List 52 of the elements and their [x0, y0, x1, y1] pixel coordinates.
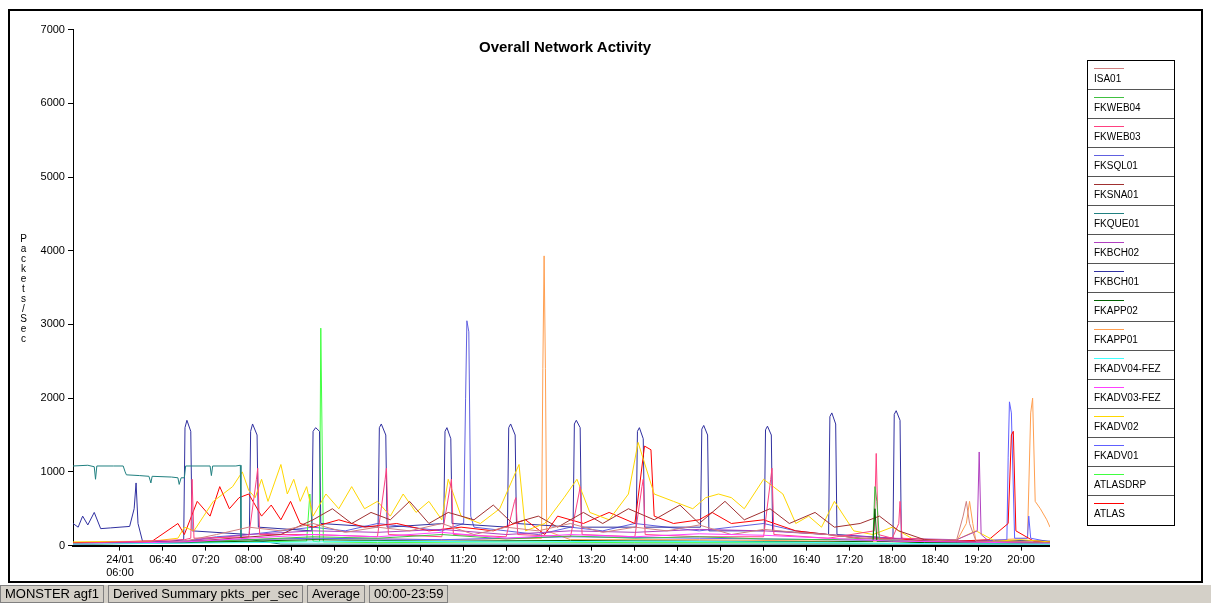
x-tick-label: 16:00 — [749, 553, 778, 566]
y-tick-label: 0 — [58, 538, 65, 551]
x-tick-label: 12:00 — [492, 553, 520, 566]
legend-label: FKBCH02 — [1094, 247, 1140, 259]
x-tick-label: 09:20 — [320, 553, 349, 566]
y-tick-label: 1000 — [40, 464, 65, 477]
y-tick-label: 5000 — [40, 170, 65, 183]
x-tick-label: 24/01 06:00 — [106, 553, 134, 579]
x-tick-label: 13:20 — [578, 553, 606, 566]
text: Overall Network Activity — [478, 38, 652, 55]
text: Average — [306, 585, 366, 603]
y-axis-title: Packets/Sec — [18, 233, 29, 343]
x-tick-label: 19:20 — [964, 553, 992, 566]
x-tick-label: 14:00 — [621, 553, 649, 566]
x-tick-label: 15:20 — [706, 553, 735, 566]
x-tick-label: 17:20 — [835, 553, 864, 566]
x-tick-label: 11:20 — [449, 553, 477, 566]
text: MONSTER agf1 — [0, 585, 104, 603]
y-tick-label: 7000 — [40, 22, 65, 35]
legend-label: FKADV04-FEZ — [1094, 363, 1162, 375]
legend-label: FKSQL01 — [1094, 160, 1139, 172]
x-tick-label: 20:00 — [1007, 553, 1035, 566]
legend-label: ATLAS — [1094, 508, 1126, 520]
x-tick-label: 08:00 — [234, 553, 263, 566]
x-tick-label: 16:40 — [792, 553, 821, 566]
y-tick-label: 3000 — [40, 317, 65, 330]
y-tick-label: 2000 — [40, 391, 65, 404]
x-tick-label: 06:40 — [149, 553, 177, 566]
legend-label: FKWEB04 — [1094, 102, 1142, 114]
x-tick-label: 12:40 — [535, 553, 563, 566]
x-tick-label: 10:00 — [363, 553, 392, 566]
x-tick-label: 07:20 — [192, 553, 220, 566]
legend-label: FKADV03-FEZ — [1094, 392, 1162, 404]
legend-label: FKWEB03 — [1094, 131, 1142, 143]
text: 00:00-23:59 — [369, 585, 449, 603]
legend-label: FKADV01 — [1094, 450, 1140, 462]
legend-label: FKBCH01 — [1094, 276, 1140, 288]
text: Derived Summary pkts_per_sec — [107, 585, 303, 603]
legend-label: FKQUE01 — [1094, 218, 1141, 230]
legend-label: FKAPP02 — [1094, 305, 1139, 317]
x-tick-label: 18:00 — [878, 553, 907, 566]
legend-label: FKADV02 — [1094, 421, 1140, 433]
y-tick-label: 4000 — [40, 243, 65, 256]
x-tick-label: 08:40 — [277, 553, 306, 566]
x-tick-label: 10:40 — [406, 553, 435, 566]
y-tick-label: 6000 — [40, 96, 65, 109]
x-tick-label: 14:40 — [664, 553, 692, 566]
legend-label: FKAPP01 — [1094, 334, 1139, 346]
legend-label: FKSNA01 — [1094, 189, 1140, 201]
x-tick-label: 18:40 — [921, 553, 949, 566]
legend-label: ISA01 — [1094, 73, 1123, 85]
legend-label: ATLASDRP — [1094, 479, 1148, 491]
